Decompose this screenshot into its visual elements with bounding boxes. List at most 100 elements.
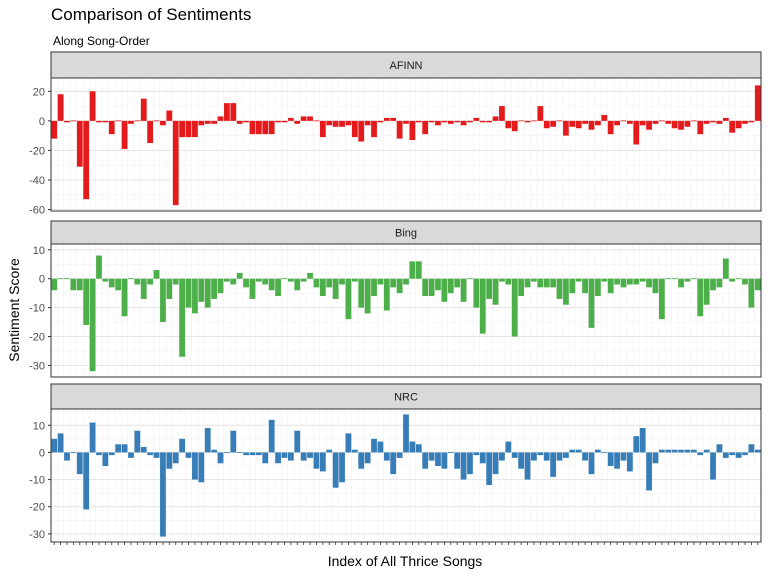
bar [620, 120, 627, 122]
bar [76, 120, 83, 167]
facet-strip-label: AFINN [390, 60, 423, 72]
bar [153, 452, 160, 458]
facet-nrc: NRC 10 0 -10 -20 -30 [29, 383, 762, 545]
bar [722, 258, 729, 279]
bar [147, 452, 154, 456]
bar [179, 120, 186, 138]
bar [518, 120, 525, 122]
bar [665, 449, 672, 453]
bar [569, 278, 576, 294]
bar [313, 278, 320, 288]
bar [121, 444, 128, 453]
bar [147, 278, 154, 285]
bar [172, 278, 179, 285]
bar [358, 278, 365, 308]
bar [217, 452, 224, 464]
bar [396, 120, 403, 139]
bar [268, 419, 275, 453]
bar [671, 120, 678, 129]
bar [403, 120, 409, 124]
bar [563, 452, 569, 458]
bar [409, 120, 416, 141]
bar [236, 452, 243, 453]
bar [479, 120, 486, 123]
y-tick-label: -10 [29, 303, 45, 315]
facet-strip [50, 383, 762, 410]
bar [703, 278, 710, 305]
y-tick-label: -60 [29, 205, 45, 217]
bar [57, 278, 64, 280]
bar [153, 270, 160, 279]
bar [499, 278, 505, 282]
bar [684, 449, 691, 453]
bar [217, 116, 224, 121]
bar [505, 120, 512, 129]
bar [313, 452, 320, 469]
bar [633, 436, 640, 453]
bar [486, 452, 493, 485]
bar [262, 278, 269, 285]
bar [294, 278, 301, 291]
chart-title: Comparison of Sentiments [51, 5, 252, 24]
bar [543, 452, 550, 461]
bar [646, 278, 652, 288]
bar [626, 120, 633, 124]
bar [396, 452, 403, 458]
bar [275, 120, 281, 123]
bar [754, 278, 761, 291]
bar [473, 452, 480, 456]
bar [607, 278, 614, 294]
bar [64, 452, 70, 461]
bar [639, 278, 646, 282]
bar [588, 452, 595, 475]
bar [243, 120, 249, 123]
bar [83, 278, 90, 325]
bar [224, 452, 230, 453]
bar [435, 120, 441, 126]
bar [595, 120, 601, 126]
bar [364, 452, 371, 464]
bar [690, 449, 697, 453]
bar [524, 120, 531, 123]
bar [256, 278, 262, 282]
bar [467, 120, 473, 123]
bar [722, 452, 729, 458]
bar [358, 120, 365, 142]
bar [710, 452, 716, 480]
bar [108, 452, 115, 456]
bar [575, 278, 582, 282]
facet-strip-label: NRC [394, 392, 418, 404]
bar [281, 120, 288, 123]
panel-border [50, 77, 762, 212]
bar [607, 452, 614, 466]
bar [57, 433, 64, 453]
bar [563, 278, 569, 305]
bar [377, 278, 384, 285]
bar [492, 278, 499, 305]
bar [735, 452, 742, 458]
bar [626, 452, 633, 472]
bar [224, 103, 230, 121]
panel-background [51, 78, 761, 211]
bar [147, 120, 154, 144]
bar [441, 120, 448, 123]
bar [256, 452, 262, 456]
bar [435, 278, 441, 291]
bar [588, 120, 595, 130]
bar [172, 452, 179, 464]
bar [665, 120, 672, 124]
y-tick-label: -40 [29, 175, 45, 187]
bar [467, 278, 473, 280]
bar [678, 278, 684, 288]
bar [614, 278, 620, 285]
bar [716, 120, 723, 124]
bar [511, 120, 518, 132]
bar [415, 261, 422, 279]
bar [447, 278, 454, 294]
bar [422, 452, 429, 469]
bar [505, 278, 512, 285]
bar [294, 120, 301, 124]
bar [479, 278, 486, 334]
chart-subtitle: Along Song-Order [53, 34, 150, 48]
bar [479, 452, 486, 464]
